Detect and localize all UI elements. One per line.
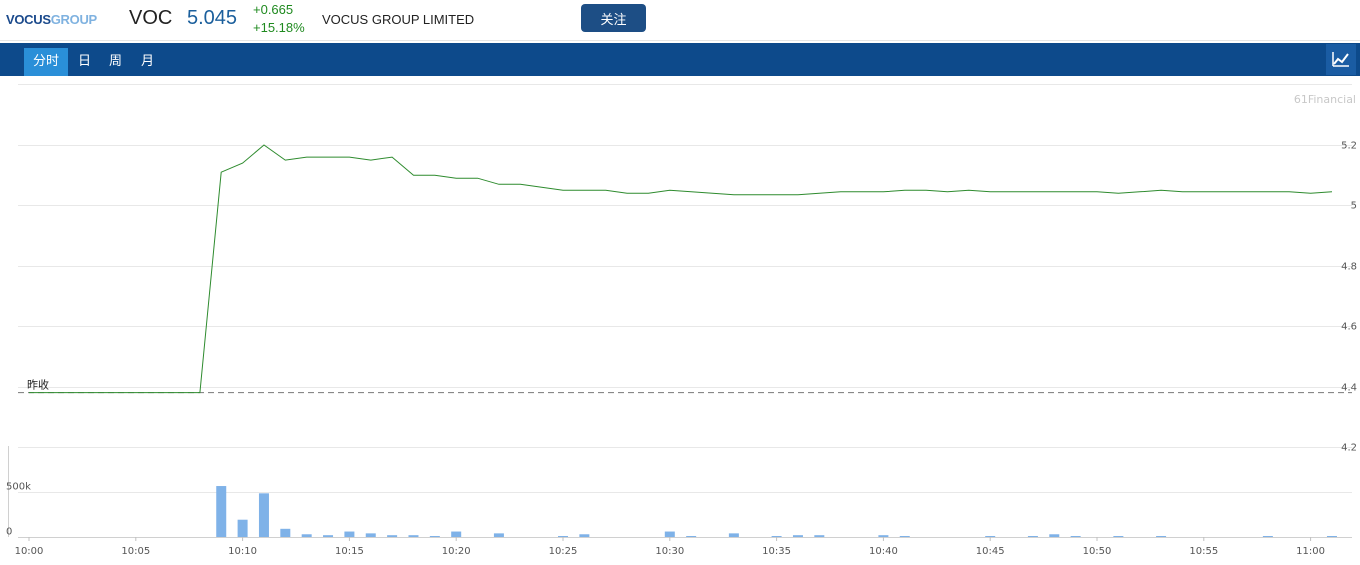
time-tick-label: 10:55: [1189, 546, 1218, 557]
volume-bar: [493, 533, 504, 537]
time-tick-label: 10:35: [762, 546, 791, 557]
time-tick-label: 10:30: [655, 546, 684, 557]
change-percent: +15.18%: [253, 20, 305, 35]
volume-bar: [985, 536, 996, 537]
price-tick-label: 4.2: [1341, 443, 1357, 454]
prev-close-label: 昨收: [27, 378, 49, 392]
volume-bar: [1070, 536, 1081, 537]
price-tick-label: 4.4: [1341, 383, 1357, 394]
chart-type-toggle[interactable]: [1326, 44, 1356, 75]
quote-header: VOCUSGROUP VOC 5.045 +0.665 +15.18% VOCU…: [0, 0, 1360, 41]
change-absolute: +0.665: [253, 2, 294, 17]
volume-bar: [814, 535, 825, 537]
tab-weekly[interactable]: 周: [109, 54, 123, 69]
volume-bar: [579, 534, 590, 537]
volume-bar: [387, 535, 398, 537]
price-tick-label: 4.6: [1341, 322, 1357, 333]
volume-bar: [429, 536, 440, 537]
price-tick-label: 5: [1351, 201, 1357, 212]
volume-bar: [899, 536, 910, 537]
price-line: [29, 144, 1333, 394]
company-name: VOCUS GROUP LIMITED: [322, 12, 475, 27]
tab-monthly[interactable]: 月: [141, 54, 155, 69]
volume-bar: [365, 533, 376, 537]
follow-button[interactable]: 关注: [581, 4, 646, 32]
time-tick-label: 10:20: [442, 546, 471, 557]
volume-bar: [216, 486, 227, 537]
volume-tick-label: 500k: [6, 482, 31, 493]
volume-bar: [258, 493, 269, 537]
time-axis: 10:00 10:05 10:10 10:15 10:20 10:25 10:30 10:35…: [15, 537, 1352, 557]
chart-tab-bar: 分时 日 周 月: [0, 43, 1360, 76]
volume-bar: [280, 528, 291, 537]
company-logo: VOCUSGROUP: [6, 12, 97, 27]
time-tick-label: 10:50: [1083, 546, 1112, 557]
volume-bar: [237, 519, 248, 537]
price-tick-label: 4.8: [1341, 262, 1357, 273]
volume-bar: [771, 536, 782, 537]
tab-daily[interactable]: 日: [78, 54, 92, 69]
volume-bar: [1262, 536, 1273, 537]
volume-bar: [686, 536, 697, 537]
logo-text-part2: GROUP: [50, 12, 97, 27]
time-tick-label: 10:40: [869, 546, 898, 557]
volume-bar: [301, 534, 312, 537]
time-tick-label: 10:10: [228, 546, 257, 557]
volume-bar: [728, 533, 739, 537]
price-axis: 5.2 5 4.8 4.6 4.4 4.2: [1341, 141, 1357, 454]
tab-intraday[interactable]: 分时: [24, 48, 69, 76]
price-change: +0.665 +15.18%: [253, 1, 305, 37]
intraday-chart: 61Financial 5.2 5 4.8 4.6 4.4 4.2 500k 0 昨收 10…: [6, 84, 1357, 557]
volume-bar: [451, 531, 462, 537]
time-tick-label: 11:00: [1296, 546, 1325, 557]
time-tick-label: 10:00: [15, 546, 44, 557]
watermark: 61Financial: [1294, 93, 1356, 106]
price-tick-label: 5.2: [1341, 141, 1357, 152]
ticker-symbol: VOC: [129, 7, 173, 29]
volume-bars: [216, 486, 1337, 537]
time-tick-label: 10:15: [335, 546, 364, 557]
time-tick-label: 10:05: [121, 546, 150, 557]
volume-bar: [323, 535, 334, 537]
line-chart-icon: [1332, 52, 1349, 67]
volume-bar: [1027, 536, 1038, 537]
volume-bar: [344, 531, 355, 537]
volume-bar: [1156, 536, 1167, 537]
volume-bar: [878, 535, 889, 537]
volume-bar: [792, 535, 803, 537]
last-price: 5.045: [187, 7, 238, 29]
volume-bar: [664, 531, 675, 537]
volume-tick-label: 0: [6, 527, 12, 538]
volume-bar: [408, 535, 419, 537]
volume-bar: [558, 536, 568, 537]
chart-grid: [8, 84, 1352, 538]
volume-axis: 500k 0: [6, 482, 31, 538]
logo-text-part1: VOCUS: [6, 12, 51, 27]
volume-bar: [1113, 536, 1124, 537]
volume-bar: [1326, 536, 1337, 537]
time-tick-label: 10:25: [549, 546, 578, 557]
volume-bar: [1049, 534, 1060, 537]
time-tick-label: 10:45: [976, 546, 1005, 557]
